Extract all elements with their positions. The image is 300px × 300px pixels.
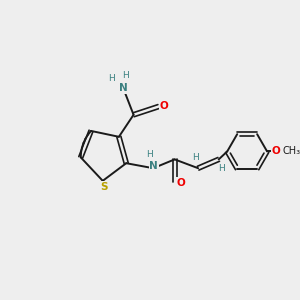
Text: H: H [122,70,129,80]
Text: H: H [218,164,225,173]
Text: N: N [149,161,158,171]
Text: O: O [272,146,280,157]
Text: O: O [159,101,168,111]
Text: S: S [100,182,107,192]
Text: CH₃: CH₃ [282,146,300,157]
Text: H: H [108,74,115,83]
Text: H: H [146,151,153,160]
Text: O: O [176,178,185,188]
Text: N: N [119,83,128,93]
Text: H: H [192,152,199,161]
